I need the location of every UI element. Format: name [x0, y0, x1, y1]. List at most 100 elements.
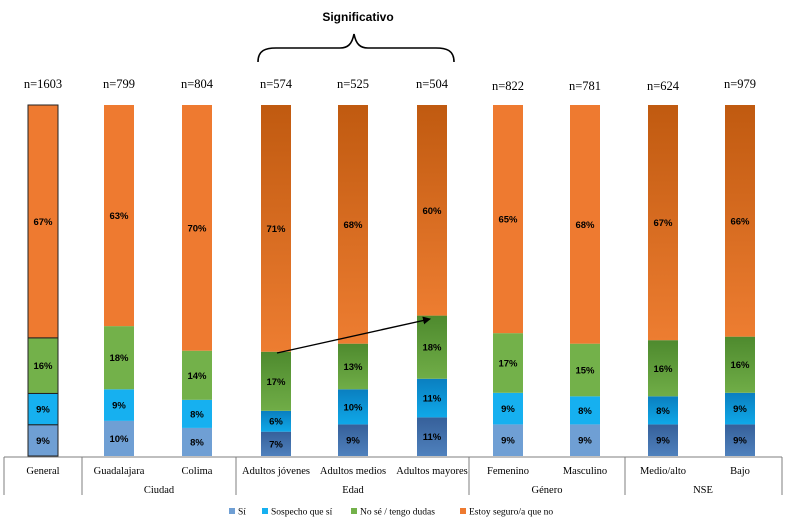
- data-label-guadalajara-si: 10%: [109, 434, 129, 445]
- data-label-adultos-mayores-sospecho: 11%: [423, 394, 442, 405]
- legend-label-si: Sí: [238, 508, 246, 518]
- data-label-masculino-si: 9%: [578, 436, 592, 447]
- data-label-guadalajara-seguro-no: 63%: [109, 211, 129, 222]
- labels-layer: 9% 9% 16% 67% n=1603 10% 9% 18% 63% n=799 8% 8% 14% 7…: [24, 77, 756, 450]
- legend-label-sospecho: Sospecho que sí: [271, 508, 333, 518]
- bar-segment-bajo-no-se: [725, 336, 755, 393]
- bar-segment-adultos-mayores-si: [417, 417, 447, 456]
- category-label-colima: Colima: [182, 466, 213, 477]
- group-label-nse: NSE: [693, 485, 713, 496]
- n-label-adultos-mayores: n=504: [416, 77, 449, 91]
- data-label-adultos-jovenes-si: 7%: [269, 439, 283, 450]
- legend-swatch-si: [229, 508, 235, 514]
- bar-segment-adultos-jovenes-sospecho: [261, 410, 291, 432]
- bar-segment-guadalajara-si: [104, 420, 134, 456]
- bar-segment-adultos-jovenes-si: [261, 431, 291, 456]
- group-label-ciudad: Ciudad: [144, 485, 175, 496]
- category-label-adultos-medios: Adultos medios: [320, 466, 386, 477]
- data-label-adultos-medios-no-se: 13%: [343, 362, 363, 373]
- data-label-bajo-no-se: 16%: [730, 360, 750, 371]
- bar-segment-masculino-no-se: [570, 343, 600, 397]
- data-label-bajo-seguro-no: 66%: [730, 216, 750, 227]
- data-label-medio-alto-sospecho: 8%: [656, 406, 670, 417]
- bar-segment-guadalajara-no-se: [104, 326, 134, 390]
- bar-segment-bajo-sospecho: [725, 392, 755, 425]
- bar-segment-medio-alto-si: [648, 424, 678, 456]
- bar-segment-adultos-mayores-seguro-no: [417, 105, 447, 316]
- data-label-bajo-si: 9%: [733, 436, 747, 447]
- data-label-adultos-medios-si: 9%: [346, 436, 360, 447]
- data-label-general-si: 9%: [36, 436, 50, 447]
- bar-segment-colima-no-se: [182, 350, 212, 400]
- bar-segment-colima-seguro-no: [182, 105, 212, 351]
- data-label-guadalajara-sospecho: 9%: [112, 401, 126, 412]
- group-label-genero: Género: [532, 485, 563, 496]
- bar-segment-guadalajara-sospecho: [104, 389, 134, 421]
- data-label-adultos-medios-sospecho: 10%: [343, 402, 363, 413]
- bar-segment-masculino-si: [570, 424, 600, 456]
- category-axis: General Guadalajara Colima Adultos jóvenes A…: [3, 456, 783, 496]
- bar-segment-femenino-no-se: [493, 333, 523, 393]
- bar-segment-medio-alto-no-se: [648, 340, 678, 397]
- bar-segment-adultos-medios-sospecho: [338, 389, 368, 425]
- n-label-masculino: n=781: [569, 79, 601, 93]
- data-label-adultos-jovenes-sospecho: 6%: [269, 417, 283, 428]
- bar-segment-adultos-mayores-no-se: [417, 315, 447, 379]
- n-label-adultos-medios: n=525: [337, 77, 369, 91]
- n-label-guadalajara: n=799: [103, 77, 135, 91]
- category-label-bajo: Bajo: [730, 466, 750, 477]
- category-label-adultos-jovenes: Adultos jóvenes: [242, 466, 310, 477]
- bar-segment-general-sospecho: [27, 392, 59, 426]
- data-label-adultos-mayores-seguro-no: 60%: [422, 206, 442, 217]
- legend-swatch-sospecho: [262, 508, 268, 514]
- data-label-femenino-seguro-no: 65%: [498, 215, 518, 226]
- bar-segment-general-seguro-no: [27, 104, 59, 339]
- bar-segment-bajo-seguro-no: [725, 105, 755, 337]
- legend-label-seguro-no: Estoy seguro/a que no: [469, 508, 553, 518]
- bar-segment-adultos-jovenes-seguro-no: [261, 105, 291, 352]
- data-label-colima-no-se: 14%: [187, 371, 207, 382]
- data-label-adultos-medios-seguro-no: 68%: [343, 220, 363, 231]
- data-label-colima-sospecho: 8%: [190, 409, 204, 420]
- bar-segment-adultos-medios-no-se: [338, 343, 368, 390]
- n-label-medio-alto: n=624: [647, 79, 680, 93]
- n-label-femenino: n=822: [492, 79, 524, 93]
- n-label-colima: n=804: [181, 77, 214, 91]
- data-label-femenino-sospecho: 9%: [501, 404, 515, 415]
- data-label-masculino-seguro-no: 68%: [575, 220, 595, 231]
- significance-label: Significativo: [322, 10, 393, 24]
- group-label-edad: Edad: [342, 485, 364, 496]
- bar-segment-adultos-mayores-sospecho: [417, 378, 447, 418]
- data-label-medio-alto-si: 9%: [656, 436, 670, 447]
- data-label-bajo-sospecho: 9%: [733, 404, 747, 415]
- bar-segment-bajo-si: [725, 424, 755, 456]
- data-label-medio-alto-seguro-no: 67%: [653, 218, 673, 229]
- bar-segment-femenino-si: [493, 424, 523, 456]
- bar-segment-adultos-medios-si: [338, 424, 368, 456]
- data-label-masculino-sospecho: 8%: [578, 406, 592, 417]
- bar-segment-adultos-medios-seguro-no: [338, 105, 368, 344]
- bars-layer: [27, 104, 755, 457]
- significance-annotation: Significativo: [257, 10, 455, 354]
- legend-label-no-se: No sé / tengo dudas: [360, 508, 435, 518]
- data-label-colima-seguro-no: 70%: [187, 223, 207, 234]
- bar-segment-femenino-sospecho: [493, 392, 523, 425]
- category-label-medio-alto: Medio/alto: [640, 466, 686, 477]
- legend-swatch-seguro-no: [460, 508, 466, 514]
- bar-segment-medio-alto-sospecho: [648, 396, 678, 425]
- data-label-adultos-jovenes-no-se: 17%: [266, 377, 286, 388]
- data-label-general-seguro-no: 67%: [33, 217, 53, 228]
- bar-segment-masculino-seguro-no: [570, 105, 600, 344]
- significance-brace: [257, 33, 455, 63]
- bar-segment-adultos-jovenes-no-se: [261, 351, 291, 411]
- bar-segment-general-si: [27, 424, 59, 457]
- category-label-femenino: Femenino: [487, 466, 529, 477]
- bar-segment-masculino-sospecho: [570, 396, 600, 425]
- data-label-adultos-mayores-no-se: 18%: [422, 343, 442, 354]
- legend: Sí Sospecho que sí No sé / tengo dudas Esto…: [229, 508, 553, 518]
- n-label-adultos-jovenes: n=574: [260, 77, 293, 91]
- bar-segment-medio-alto-seguro-no: [648, 105, 678, 341]
- legend-swatch-no-se: [351, 508, 357, 514]
- data-label-medio-alto-no-se: 16%: [653, 364, 673, 375]
